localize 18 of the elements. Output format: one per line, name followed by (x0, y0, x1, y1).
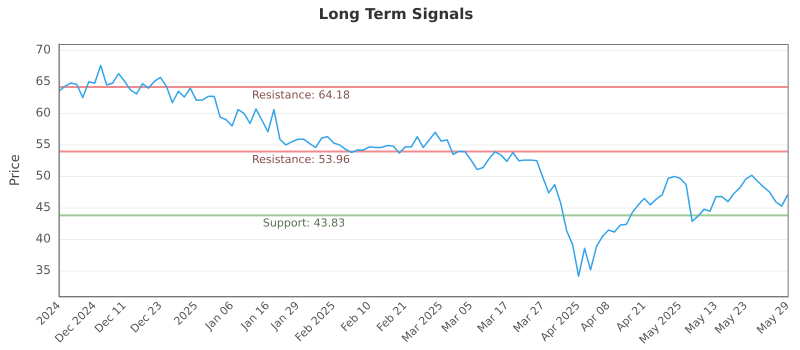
x-tick-label: Apr 08 (578, 298, 613, 334)
chart-title: Long Term Signals (318, 4, 474, 23)
ref-line-label: Support: 43.83 (262, 216, 346, 230)
x-tick-label: Dec 23 (128, 298, 165, 336)
ref-line-label: Resistance: 64.18 (252, 88, 350, 102)
x-tick-label: Jan 06 (202, 298, 236, 334)
y-tick-label: 50 (36, 168, 51, 183)
y-tick-label: 55 (36, 137, 51, 152)
y-tick-label: 45 (36, 200, 51, 214)
y-tick-label: 40 (36, 232, 51, 246)
y-tick-label: 70 (36, 42, 51, 56)
y-tick-label: 60 (36, 106, 51, 120)
y-tick-label: 65 (36, 74, 51, 88)
y-tick-label: 35 (36, 263, 51, 278)
y-axis-title: Price (8, 154, 24, 186)
x-tick-label: Feb 10 (338, 298, 374, 334)
x-tick-label: Mar 17 (474, 298, 512, 336)
ref-line-label: Resistance: 53.96 (252, 152, 350, 166)
